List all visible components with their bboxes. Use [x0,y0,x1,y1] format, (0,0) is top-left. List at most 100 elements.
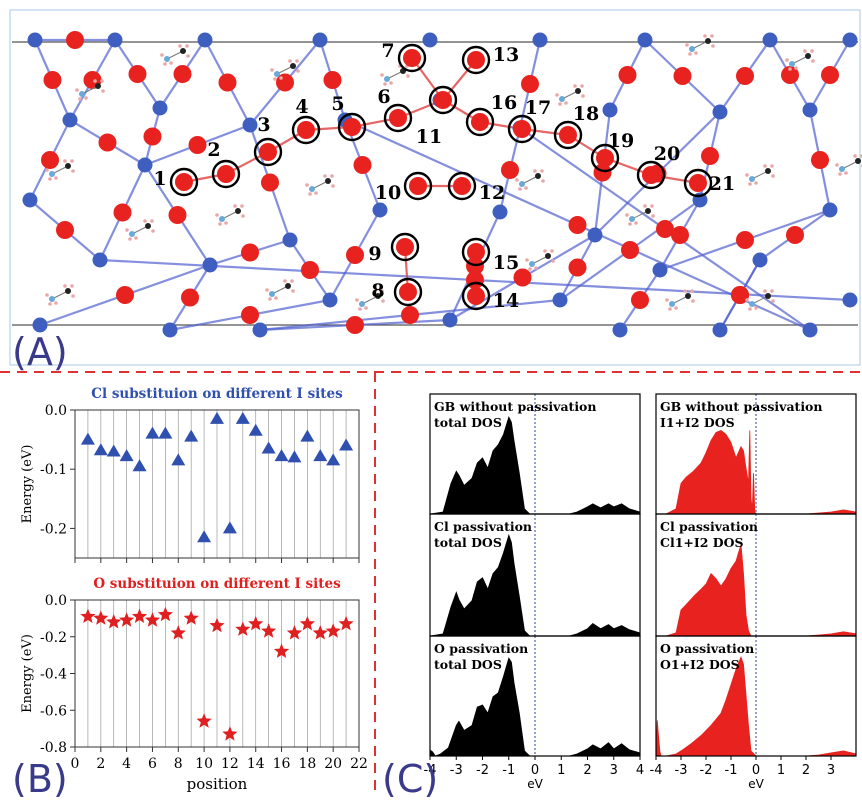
panel-label-b: (B) [12,757,68,797]
site-number: 11 [416,126,442,148]
x-tick-label: 1 [557,763,565,778]
x-tick-label: -2 [476,763,489,778]
data-point-triangle [80,432,95,445]
data-point-triangle [287,450,302,463]
dos-label: I1+I2 DOS [660,415,735,430]
iodine-atom [143,127,162,146]
iodine-atom [241,306,259,324]
iodine-atom [353,156,372,174]
site-number: 20 [654,143,680,165]
x-tick-label: 10 [195,756,213,772]
x-tick-label: 4 [636,763,644,778]
dos-label: total DOS [434,415,502,430]
site-number: 7 [381,40,394,62]
site-circle [447,171,477,201]
x-tick-label: 6 [148,756,157,772]
site-atom [434,91,452,109]
site-atom [467,287,485,305]
organic-molecule [785,49,815,71]
dos-label: Cl passivation [660,519,758,534]
y-tick-label: -0.2 [40,521,67,537]
lead-atom [197,32,213,48]
data-point-triangle [93,443,108,456]
site-circle [553,120,583,150]
organic-molecule [380,64,410,86]
lead-atom [842,292,858,308]
site-circle [390,232,420,262]
data-point-star [170,625,186,640]
x-tick-label: 0 [71,756,80,772]
y-axis-label: Energy (eV) [20,634,35,713]
lead-atom [22,192,38,208]
y-tick-label: 0.0 [45,403,67,419]
data-point-star [183,610,199,625]
lead-atom [202,257,218,273]
iodine-atom [301,261,319,279]
site-circle [383,103,413,133]
data-point-triangle [184,429,199,442]
site-circle [169,167,199,197]
x-axis-label: eV [748,777,764,791]
site-atom [642,166,660,184]
organic-molecule [525,249,555,271]
panel-label-a: (A) [12,330,68,374]
site-atom [596,149,614,167]
dos-label: total DOS [434,657,502,672]
dos-label: O passivation [434,641,528,656]
site-number: 12 [479,182,505,204]
lead-atom [762,32,778,48]
x-tick-label: -4 [650,763,663,778]
iodine-atom [56,221,74,239]
lead-atom [152,100,168,116]
site-number: 2 [207,139,220,161]
site-atom [403,49,421,67]
lead-atom [532,32,548,48]
site-circle [397,43,427,73]
x-tick-label: -3 [450,763,463,778]
site-atom [396,238,414,256]
site-atom [689,174,707,192]
x-tick-label: 4 [122,756,131,772]
site-number: 19 [608,130,634,152]
site-number: 16 [491,92,517,114]
data-point-star [261,623,277,638]
x-tick-label: -2 [700,763,713,778]
iodine-atom [128,65,147,83]
site-atom [297,121,315,139]
iodine-atom [731,286,749,304]
site-atom [559,126,577,144]
site-circle [683,168,713,198]
iodine-atom [261,173,279,192]
site-circle [590,143,620,173]
iodine-atom [346,316,364,334]
lead-atom [637,32,653,48]
data-point-star [80,608,96,623]
data-point-triangle [145,426,160,439]
lead-atom [312,32,328,48]
iodine-atom [41,151,59,169]
site-number: 5 [331,93,344,115]
x-axis-label: eV [527,777,543,791]
x-tick-label: -3 [675,763,688,778]
data-point-star [325,623,341,638]
lead-atom [552,292,568,308]
iodine-atom [98,133,117,152]
iodine-atom [113,203,132,222]
iodine-atom [66,31,84,49]
site-number: 13 [493,44,519,66]
iodine-atom [736,67,754,85]
y-axis-label: Energy (eV) [20,445,35,524]
energy-panel: Cl substituion on different I sites 0.0 -0… [20,386,368,793]
site-atom [513,120,531,138]
site-number: 10 [375,182,401,204]
lead-atom [32,317,48,333]
lead-atom [712,322,728,338]
dos-label: O1+I2 DOS [660,657,740,672]
lead-atom [802,322,818,338]
lead-atom [652,262,668,278]
chart-title: Cl substituion on different I sites [91,386,343,402]
site-circle [507,114,537,144]
x-tick-label: -1 [502,763,515,778]
iodine-atom [656,220,674,238]
